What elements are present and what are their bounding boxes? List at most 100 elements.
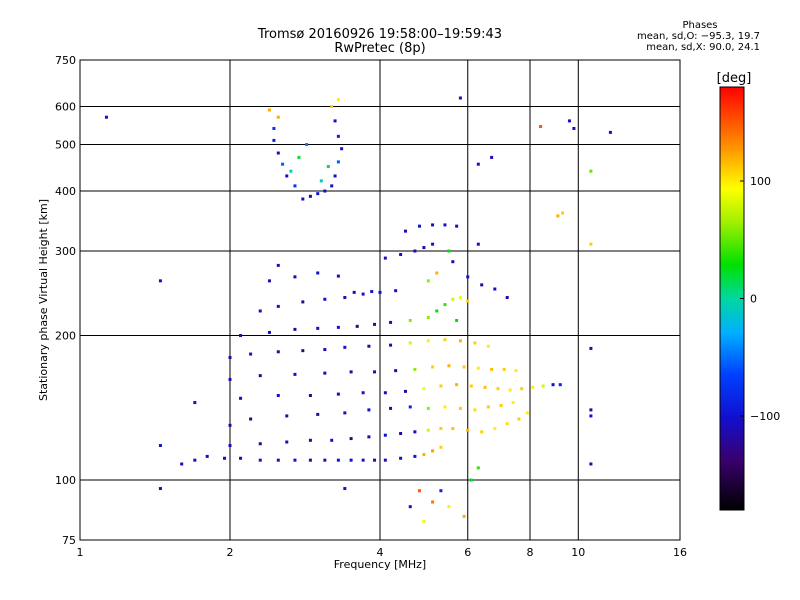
data-point — [326, 164, 330, 168]
data-point — [486, 344, 490, 348]
data-point — [308, 458, 312, 462]
data-point — [239, 456, 243, 460]
data-point — [426, 428, 430, 432]
data-point — [458, 96, 462, 100]
data-point — [490, 367, 494, 371]
y-tick-label: 75 — [62, 534, 76, 547]
data-point — [373, 458, 377, 462]
data-point — [408, 505, 412, 509]
data-point — [267, 330, 271, 334]
x-tick-label: 6 — [464, 546, 471, 559]
data-point — [293, 458, 297, 462]
data-point — [439, 489, 443, 493]
data-point — [343, 411, 347, 415]
data-point — [422, 387, 426, 391]
data-point — [343, 345, 347, 349]
data-point — [505, 422, 509, 426]
data-point — [439, 427, 443, 431]
data-point — [394, 369, 398, 373]
data-point — [462, 514, 466, 518]
data-point — [352, 290, 356, 294]
data-point — [558, 383, 562, 387]
y-axis-ticks: 75 100 200 300 400 500 600 750 — [55, 54, 76, 547]
data-point — [389, 343, 393, 347]
data-point — [417, 489, 421, 493]
data-point — [531, 385, 535, 389]
data-point — [389, 406, 393, 410]
data-point — [323, 189, 327, 193]
data-point — [293, 184, 297, 188]
data-point — [308, 194, 312, 198]
data-point — [462, 365, 466, 369]
data-point — [293, 372, 297, 376]
x-tick-label: 16 — [673, 546, 687, 559]
data-point — [589, 462, 593, 466]
data-point — [447, 364, 451, 368]
data-point — [193, 401, 197, 405]
data-point — [469, 478, 473, 482]
phase-stats-x: mean, sd,X: 90.0, 24.1 — [646, 42, 760, 53]
data-point — [539, 125, 543, 129]
data-point — [323, 297, 327, 301]
x-tick-label: 4 — [377, 546, 384, 559]
y-tick-label: 400 — [55, 185, 76, 198]
data-point — [413, 454, 417, 458]
data-point — [305, 143, 309, 147]
data-point — [541, 384, 545, 388]
data-point — [426, 406, 430, 410]
phase-stats-o: mean, sd,O: −95.3, 19.7 — [637, 31, 760, 42]
data-point — [267, 279, 271, 283]
data-point — [608, 130, 612, 134]
data-point — [223, 456, 227, 460]
data-point — [239, 334, 243, 338]
data-point — [455, 318, 459, 322]
grid-lines — [80, 60, 680, 540]
data-point — [330, 105, 334, 109]
data-point — [249, 352, 253, 356]
chart-title: Tromsø 20160926 19:58:00–19:59:43 — [257, 27, 503, 42]
data-point — [572, 126, 576, 130]
phase-stats: Phases mean, sd,O: −95.3, 19.7 mean, sd,… — [600, 20, 760, 53]
data-point — [480, 283, 484, 287]
data-point — [193, 458, 197, 462]
data-point — [340, 147, 344, 151]
x-tick-label: 2 — [227, 546, 234, 559]
data-point — [228, 377, 232, 381]
data-point — [361, 391, 365, 395]
data-point — [493, 427, 497, 431]
data-point — [373, 322, 377, 326]
data-point — [333, 119, 337, 123]
data-point — [476, 162, 480, 166]
data-point — [336, 274, 340, 278]
data-point — [439, 384, 443, 388]
data-point — [367, 408, 371, 412]
data-point — [293, 275, 297, 279]
data-point — [455, 224, 459, 228]
data-point — [367, 344, 371, 348]
data-point — [228, 423, 232, 427]
data-point — [285, 440, 289, 444]
data-point — [455, 383, 459, 387]
data-point — [403, 229, 407, 233]
data-point — [333, 174, 337, 178]
data-point — [483, 385, 487, 389]
data-point — [443, 223, 447, 227]
data-point — [349, 370, 353, 374]
data-point — [451, 297, 455, 301]
data-point — [276, 350, 280, 354]
x-axis-ticks: 1 2 4 6 8 10 16 — [77, 546, 688, 559]
data-point — [505, 296, 509, 300]
data-point — [316, 326, 320, 330]
data-point — [514, 369, 518, 373]
data-point — [373, 370, 377, 374]
data-point — [343, 487, 347, 491]
data-point — [258, 309, 262, 313]
data-point — [383, 433, 387, 437]
data-point — [476, 366, 480, 370]
data-point — [349, 458, 353, 462]
data-point — [413, 430, 417, 434]
data-point — [561, 211, 565, 215]
data-point — [276, 458, 280, 462]
data-point — [383, 458, 387, 462]
